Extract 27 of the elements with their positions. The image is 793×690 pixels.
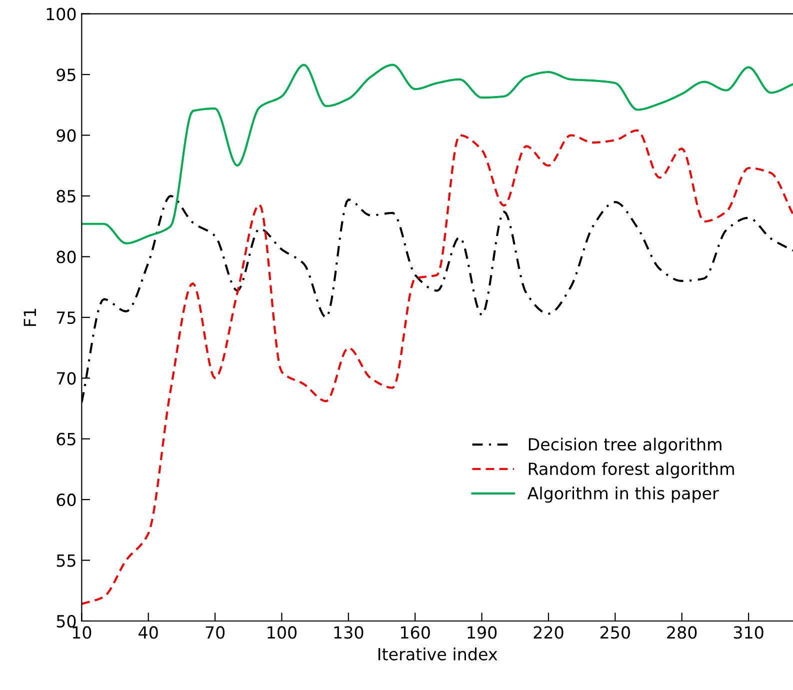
y-tick-label: 70 (56, 372, 76, 385)
y-tick-label: 80 (56, 250, 76, 264)
legend-label: Algorithm in this paper (527, 486, 719, 503)
x-tick-label: 160 (401, 626, 430, 639)
y-axis-title: F1 (24, 308, 36, 326)
y-tick-label: 90 (56, 129, 76, 142)
x-tick-label: 190 (468, 626, 497, 639)
y-tick-label: 100 (46, 8, 76, 20)
x-axis-title: Iterative index (378, 648, 498, 660)
y-tick-label: 95 (56, 68, 76, 82)
x-tick-label: 280 (667, 626, 697, 639)
y-tick-label: 75 (56, 312, 76, 324)
x-tick-label: 310 (734, 626, 764, 639)
x-tick-label: 220 (534, 626, 564, 639)
x-tick-label: 250 (600, 626, 630, 639)
legend-label: Random forest algorithm (528, 462, 734, 478)
y-tick-label: 55 (56, 554, 76, 567)
x-tick-label: 10 (72, 626, 92, 639)
x-tick-label: 70 (206, 626, 225, 639)
legend-label: Decision tree algorithm (528, 438, 722, 454)
y-tick-label: 50 (56, 614, 76, 628)
y-tick-label: 65 (56, 432, 76, 446)
y-tick-label: 85 (56, 190, 76, 203)
x-tick-label: 100 (268, 626, 297, 639)
x-tick-label: 40 (138, 626, 158, 639)
y-tick-label: 60 (56, 494, 76, 506)
x-tick-label: 130 (334, 626, 364, 639)
